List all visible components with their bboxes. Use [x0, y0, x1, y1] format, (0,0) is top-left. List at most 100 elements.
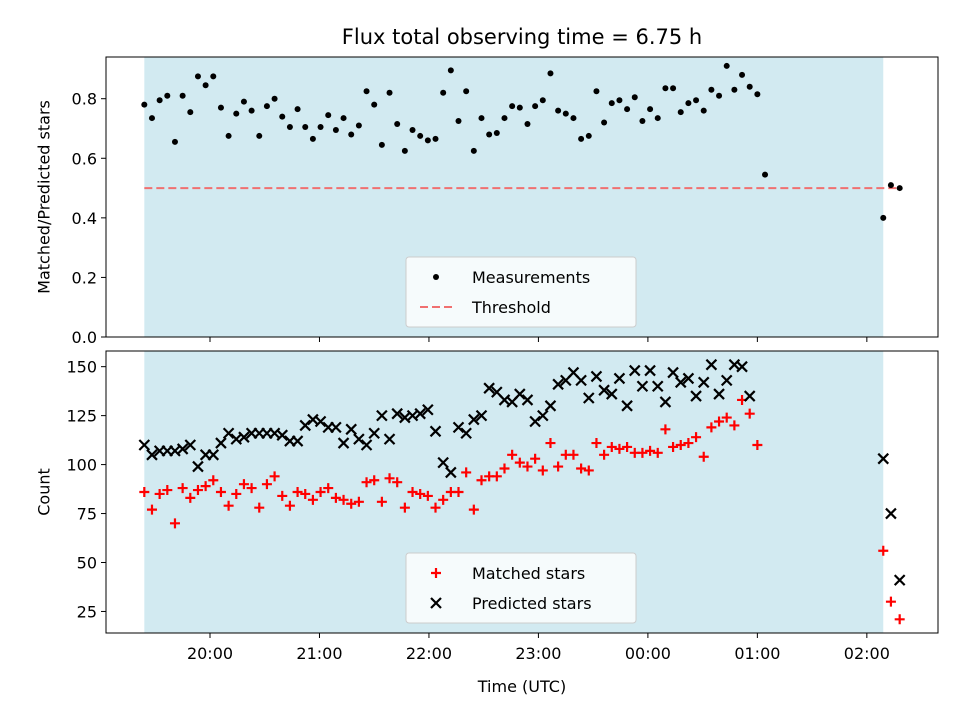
measurement-point — [539, 97, 546, 104]
count-panel: 25 50 75 100 125 150 20:00 21:00 22:00 23:00 00:0… — [35, 350, 939, 663]
matched-star-point — [300, 488, 311, 499]
measurement-point — [394, 121, 401, 128]
predicted-star-point — [353, 433, 365, 445]
measurement-point — [148, 115, 155, 122]
predicted-star-point — [184, 439, 197, 451]
measurement-point — [501, 115, 508, 122]
x-tick-label: 01:00 — [734, 644, 780, 663]
measurement-point — [401, 147, 408, 154]
matched-star-point — [522, 461, 533, 472]
predicted-star-point — [383, 433, 396, 445]
measurement-point — [409, 126, 416, 133]
measurement-point — [601, 119, 608, 126]
matched-star-point — [361, 477, 372, 488]
matched-star-point — [223, 500, 234, 511]
measurement-point — [585, 132, 592, 139]
matched-star-point — [307, 494, 318, 505]
matched-star-point — [146, 504, 157, 515]
measurement-point — [762, 171, 769, 178]
measurement-point — [179, 92, 186, 99]
matched-star-point — [346, 498, 357, 509]
y-tick-label: 0.2 — [72, 268, 97, 287]
matched-star-point — [461, 467, 472, 478]
measurement-point — [578, 135, 585, 142]
measurement-point — [593, 88, 600, 95]
measurement-point — [248, 107, 255, 114]
time-x-axis: 20:00 21:00 22:00 23:00 00:00 01:00 02:00 — [187, 633, 890, 663]
measurement-point — [194, 73, 201, 80]
measurement-point — [256, 132, 263, 139]
measurement-point — [424, 137, 431, 144]
ratio-panel: 0.00.20.40.60.8 Matched/Predicted stars … — [35, 56, 939, 347]
predicted-star-point — [893, 574, 906, 586]
matched-star-point — [691, 432, 702, 443]
matched-star-point — [576, 463, 587, 474]
predicted-star-point — [468, 413, 480, 426]
measurement-point — [240, 98, 247, 105]
measurement-point — [156, 97, 163, 104]
matched-star-point — [215, 487, 226, 497]
measurement-point — [723, 62, 730, 69]
y-tick-label: 100 — [66, 456, 97, 475]
y-tick-label: 0.8 — [72, 90, 97, 109]
predicted-star-point — [429, 425, 442, 438]
measurement-point — [340, 115, 347, 122]
measurement-point — [677, 109, 684, 116]
y-tick-label: 25 — [77, 602, 97, 621]
predicted-star-point — [376, 409, 388, 422]
ratio-plot-frame — [105, 56, 939, 338]
predicted-star-point — [544, 400, 557, 412]
predicted-star-point — [667, 366, 679, 379]
measurement-point — [417, 132, 424, 139]
measurement-point — [478, 115, 485, 122]
x-tick-label: 23:00 — [515, 644, 561, 663]
measurement-point — [647, 106, 654, 113]
matched-star-point — [514, 457, 525, 468]
matched-star-point — [878, 545, 889, 556]
measurement-point — [217, 104, 224, 111]
matched-star-point — [399, 502, 410, 513]
matched-star-point — [606, 441, 617, 452]
matched-star-point — [162, 485, 173, 496]
measurement-point — [532, 103, 539, 110]
predicted-star-point — [176, 443, 189, 455]
matched-star-point — [553, 461, 564, 472]
predicted-star-point — [697, 376, 710, 389]
matched-star-point — [154, 488, 165, 499]
matched-star-point — [668, 441, 679, 452]
predicted-star-point — [644, 364, 656, 377]
legend-box — [405, 256, 637, 328]
measurement-point — [731, 86, 738, 93]
ratio-x-axis-ticks — [209, 337, 868, 342]
matched-star-point — [200, 481, 211, 492]
matched-star-point — [721, 412, 732, 423]
matched-star-point — [430, 502, 441, 513]
measurement-point — [608, 100, 615, 107]
measurement-point — [325, 112, 332, 119]
matched-star-point — [729, 420, 740, 431]
predicted-star-point — [215, 437, 227, 449]
predicted-star-point — [529, 415, 541, 428]
measurement-point — [716, 92, 723, 99]
matched-star-point — [637, 447, 648, 458]
count-legend: Matched stars Predicted stars — [405, 552, 637, 624]
measurement-point — [693, 97, 700, 104]
measurement-point — [639, 118, 646, 125]
matched-star-point — [231, 488, 242, 499]
measurement-point — [171, 138, 178, 145]
legend-label: Predicted stars — [472, 594, 592, 613]
predicted-star-point — [483, 382, 495, 394]
measurement-point — [263, 103, 270, 110]
measurement-point — [562, 110, 569, 117]
x-tick-label: 02:00 — [844, 644, 890, 663]
matched-star-point — [476, 475, 487, 486]
matched-star-point — [384, 473, 395, 484]
predicted-star-point — [414, 407, 426, 420]
predicted-star-point — [138, 439, 151, 451]
y-tick-label: 50 — [77, 554, 97, 573]
predicted-star-point — [460, 427, 472, 440]
measurement-point — [378, 141, 385, 148]
measurement-point — [670, 85, 677, 92]
measurement-point — [432, 135, 439, 142]
